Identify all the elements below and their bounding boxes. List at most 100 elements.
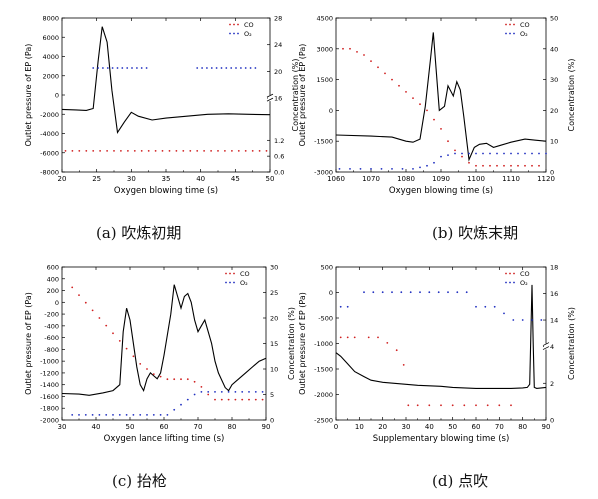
co-point <box>220 398 223 401</box>
o2-point <box>391 168 393 170</box>
o2-point <box>401 168 404 170</box>
o2-point <box>496 152 498 155</box>
y2-axis-title: Concentration (%) <box>567 307 576 380</box>
o2-point <box>248 391 250 393</box>
co-point <box>217 150 219 152</box>
y2-tick-label: 16 <box>274 95 282 103</box>
o2-point <box>454 152 456 155</box>
o2-point <box>249 67 252 69</box>
co-point <box>510 164 512 167</box>
co-point <box>538 164 540 167</box>
co-point <box>496 164 498 167</box>
o2-point <box>200 391 203 393</box>
co-point <box>64 150 67 152</box>
y2-tick-label: 50 <box>550 15 558 23</box>
co-point <box>498 404 501 407</box>
y2-tick-label: 14 <box>550 317 558 325</box>
co-point <box>227 398 230 401</box>
legend-label: O₂ <box>240 279 248 287</box>
legend-label: O₂ <box>244 30 252 38</box>
y-tick-label: 8000 <box>42 15 59 23</box>
y2-tick-label: 30 <box>550 76 558 84</box>
y2-tick-label: 10 <box>270 366 278 374</box>
co-point <box>175 150 178 152</box>
o2-point <box>78 414 80 416</box>
y-tick-label: -8000 <box>40 169 59 177</box>
co-point <box>84 301 87 304</box>
o2-point <box>380 168 383 170</box>
x-tick-label: 80 <box>228 423 237 431</box>
o2-point <box>116 67 119 69</box>
y-tick-label: -3000 <box>314 169 333 177</box>
y-tick-label: -2000 <box>314 391 333 399</box>
co-point <box>447 140 449 143</box>
o2-point <box>381 291 384 294</box>
o2-point <box>400 291 403 294</box>
co-point <box>231 150 233 152</box>
x-tick-label: 70 <box>495 423 504 431</box>
y-tick-label: -4000 <box>40 130 59 138</box>
co-point <box>440 404 442 407</box>
co-point <box>112 332 114 335</box>
co-point <box>248 398 250 401</box>
legend-marker <box>505 281 507 284</box>
o2-point <box>482 152 484 155</box>
y2-tick-label: 40 <box>550 45 558 53</box>
o2-point <box>359 168 362 170</box>
co-point <box>214 398 216 401</box>
o2-point <box>468 152 470 155</box>
co-point <box>254 398 257 401</box>
caption-b: (b) 吹炼末期 <box>432 224 519 242</box>
co-point <box>433 118 435 121</box>
y-tick-label: -400 <box>44 322 59 330</box>
legend-marker <box>513 23 515 26</box>
o2-point <box>241 391 244 393</box>
o2-point <box>227 391 230 393</box>
legend-label: CO <box>240 270 250 278</box>
legend-label: CO <box>520 21 530 29</box>
plot-frame <box>61 266 267 421</box>
co-point <box>339 336 342 339</box>
legend-marker <box>513 32 515 35</box>
co-point <box>475 164 477 167</box>
legend-marker <box>225 281 227 284</box>
legend-marker <box>229 23 231 26</box>
co-point <box>168 150 171 152</box>
co-point <box>173 378 176 381</box>
o2-point <box>210 67 213 69</box>
y-tick-label: -1000 <box>40 358 59 366</box>
y2-tick-label: 20 <box>550 107 558 115</box>
y-tick-label: -500 <box>318 315 333 323</box>
axis-break-mark <box>542 346 550 350</box>
pressure-line <box>61 284 267 396</box>
o2-point <box>220 391 223 393</box>
legend-marker <box>237 32 239 35</box>
y-tick-label: 2000 <box>42 72 59 80</box>
o2-point <box>419 291 421 294</box>
o2-point <box>409 291 412 294</box>
o2-point <box>140 67 143 69</box>
co-point <box>133 150 136 152</box>
caption-c: (c) 抬枪 <box>112 472 167 490</box>
axis-break-gap <box>544 343 548 350</box>
co-point <box>489 164 491 167</box>
co-point <box>398 84 400 87</box>
co-point <box>127 150 129 152</box>
x-tick-label: 1080 <box>397 175 415 183</box>
legend-marker <box>233 23 235 26</box>
co-point <box>105 324 108 327</box>
o2-point <box>193 393 196 396</box>
co-point <box>224 150 226 152</box>
o2-point <box>139 414 142 416</box>
o2-point <box>510 152 512 155</box>
o2-point <box>92 67 95 69</box>
co-point <box>395 349 398 352</box>
co-point <box>384 72 386 75</box>
legend-marker <box>229 32 231 35</box>
y-tick-label: -600 <box>44 334 59 342</box>
co-point <box>486 404 489 407</box>
legend-marker <box>509 281 511 284</box>
legend-marker <box>505 272 507 275</box>
y2-tick-label: 10 <box>550 138 558 146</box>
